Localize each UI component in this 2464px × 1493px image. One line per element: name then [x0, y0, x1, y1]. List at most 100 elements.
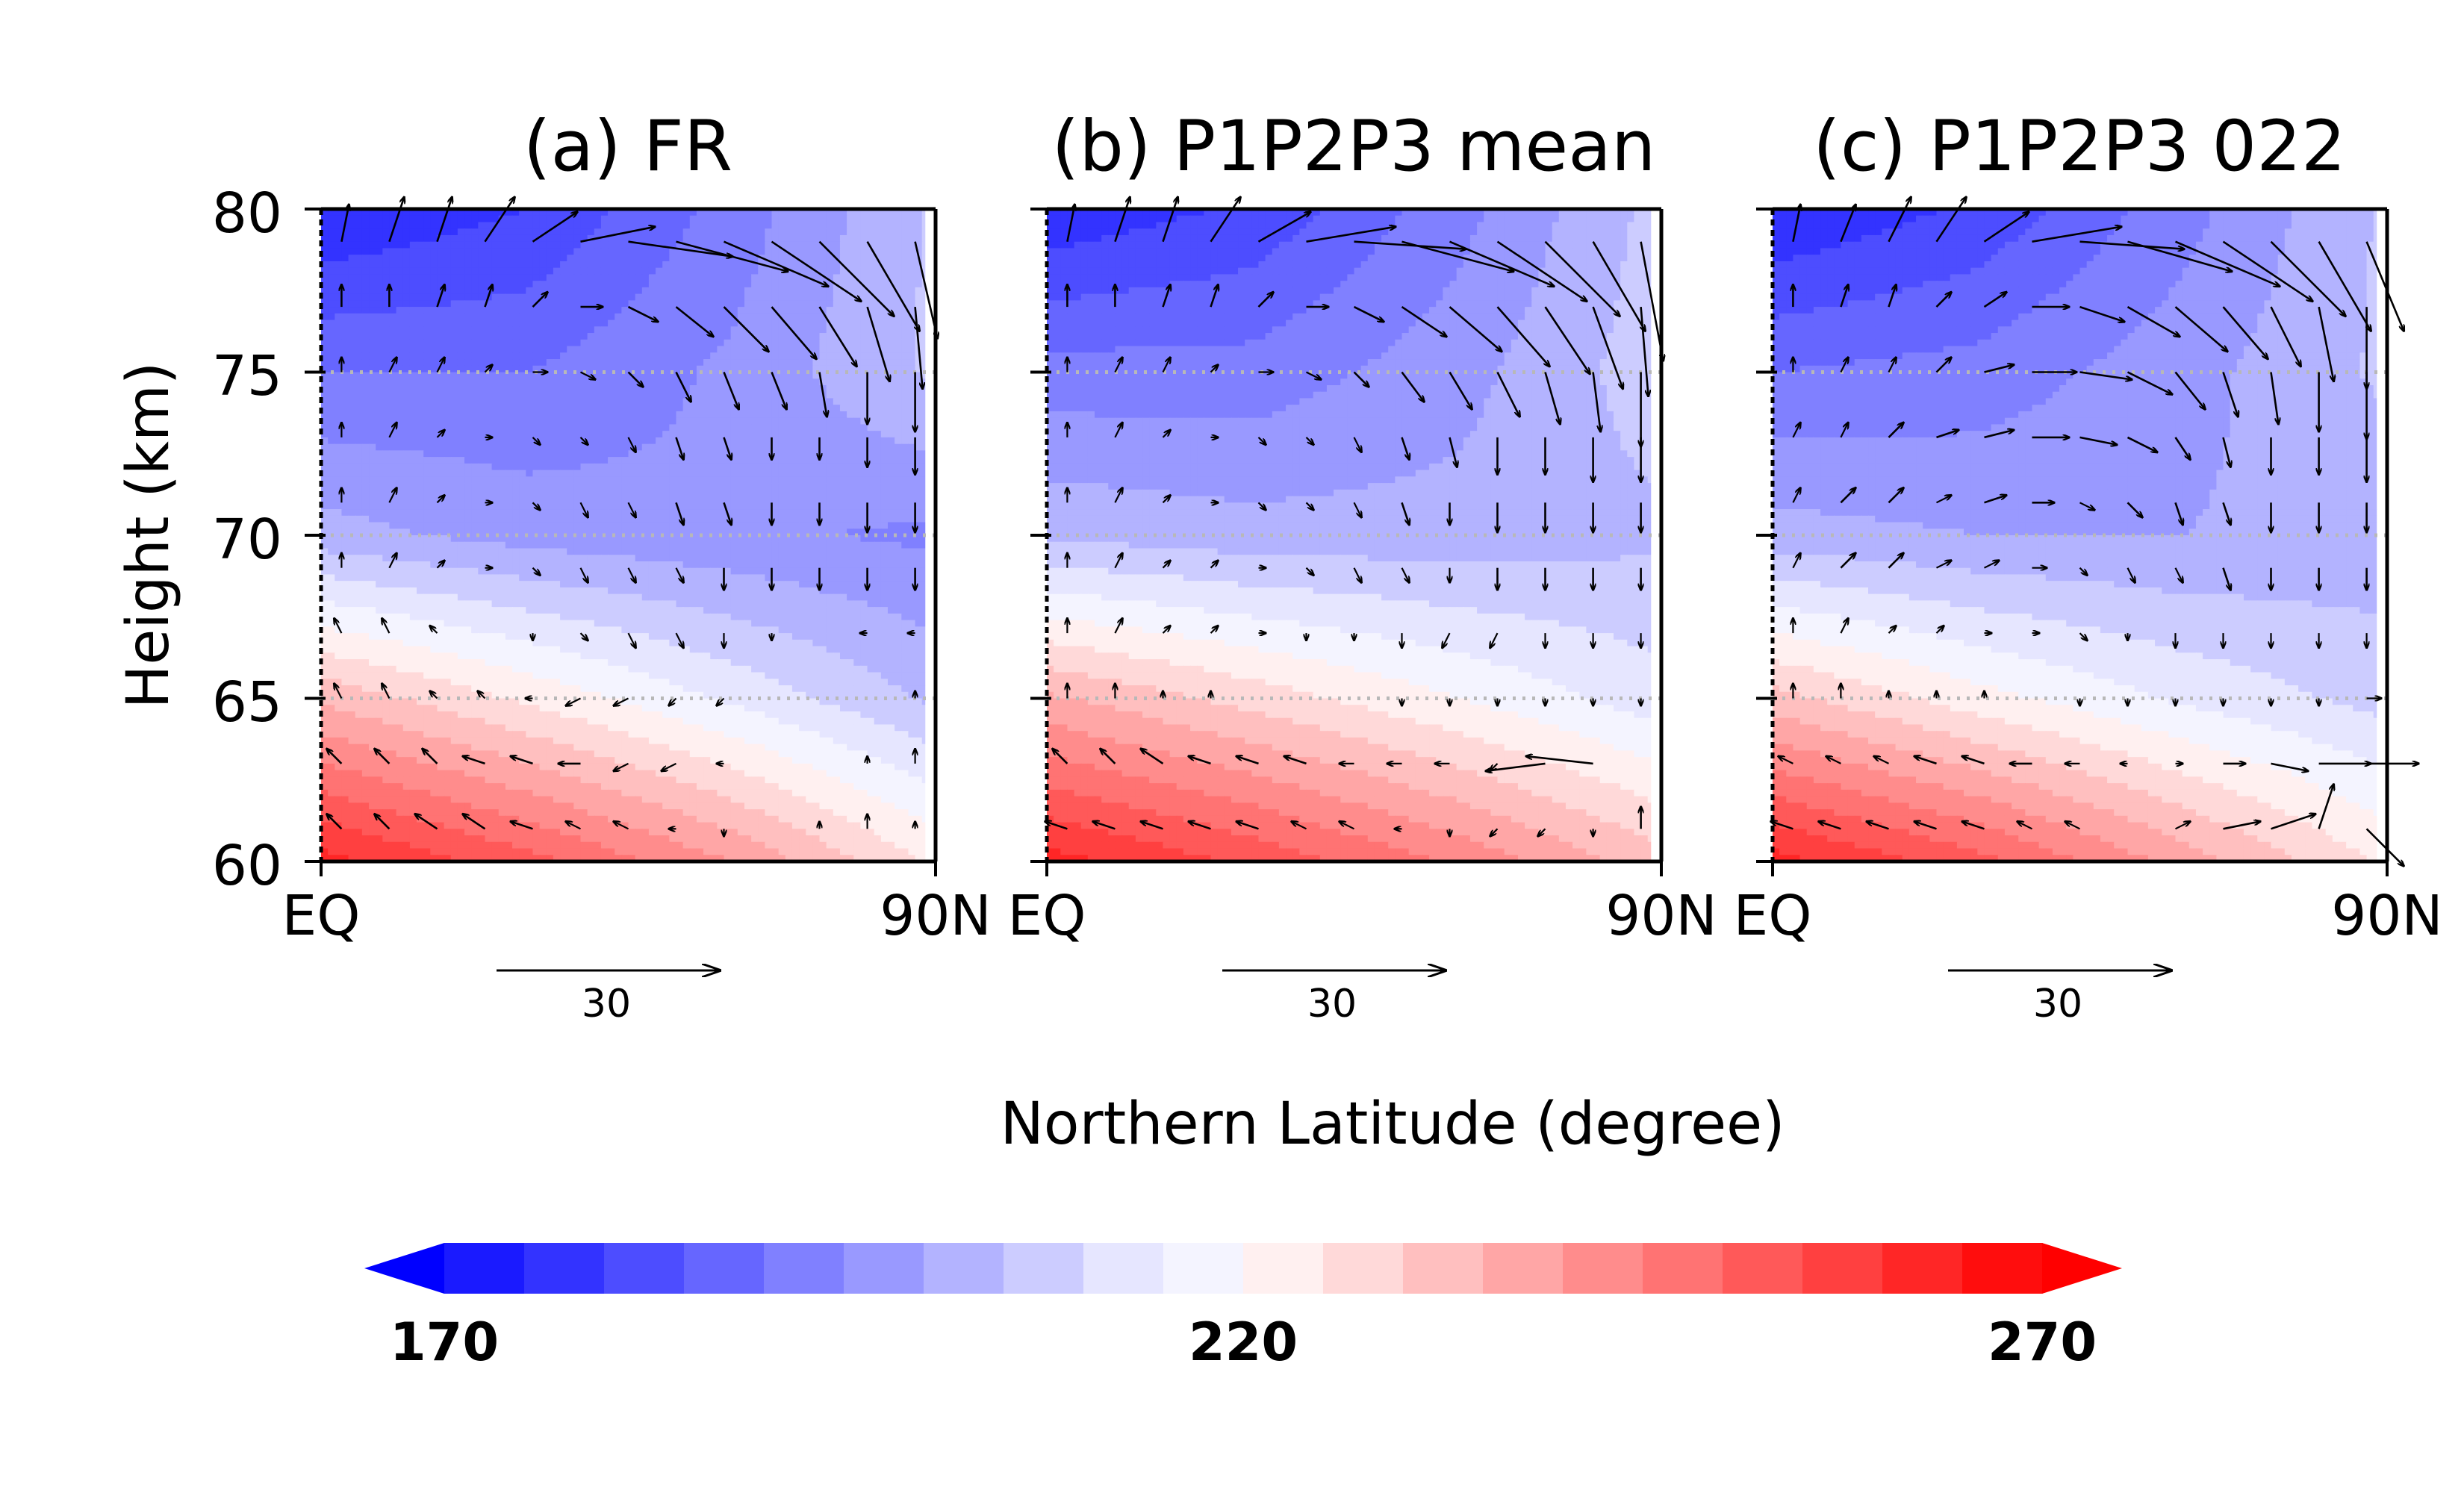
temperature-cell — [785, 509, 793, 517]
temperature-cell — [423, 333, 432, 340]
temperature-cell — [341, 398, 349, 405]
temperature-cell — [328, 222, 336, 230]
temperature-cell — [737, 437, 745, 445]
temperature-cell — [369, 255, 376, 262]
temperature-cell — [860, 287, 868, 295]
temperature-cell — [908, 470, 916, 478]
temperature-cell — [703, 359, 712, 367]
temperature-cell — [580, 522, 588, 530]
temperature-cell — [526, 307, 534, 314]
temperature-cell — [553, 287, 561, 295]
temperature-cell — [744, 209, 752, 216]
temperature-cell — [341, 463, 349, 471]
temperature-cell — [608, 326, 616, 334]
temperature-cell — [600, 267, 609, 275]
temperature-cell — [799, 359, 807, 367]
temperature-cell — [335, 411, 343, 419]
temperature-cell — [751, 555, 759, 562]
temperature-cell — [464, 437, 472, 445]
temperature-cell — [751, 535, 759, 543]
temperature-cell — [444, 267, 452, 275]
temperature-cell — [669, 346, 677, 354]
temperature-cell — [587, 352, 595, 360]
temperature-cell — [791, 437, 800, 445]
temperature-cell — [608, 443, 616, 452]
temperature-cell — [778, 261, 786, 269]
temperature-cell — [361, 541, 370, 549]
temperature-cell — [396, 561, 404, 569]
temperature-cell — [621, 359, 629, 367]
temperature-cell — [389, 431, 397, 438]
temperature-cell — [560, 339, 567, 347]
temperature-cell — [819, 489, 827, 497]
temperature-cell — [608, 234, 616, 243]
temperature-cell — [478, 555, 486, 562]
temperature-cell — [491, 411, 500, 419]
temperature-cell — [791, 470, 800, 478]
temperature-cell — [519, 417, 527, 426]
temperature-cell — [724, 300, 732, 308]
temperature-cell — [737, 417, 745, 426]
temperature-cell — [491, 346, 500, 354]
temperature-cell — [505, 437, 513, 445]
temperature-cell — [915, 384, 923, 393]
temperature-cell — [444, 281, 452, 288]
temperature-cell — [491, 431, 500, 438]
temperature-cell — [430, 267, 438, 275]
temperature-cell — [546, 234, 554, 243]
temperature-cell — [491, 267, 500, 275]
temperature-cell — [328, 313, 336, 321]
temperature-cell — [321, 378, 329, 386]
temperature-cell — [369, 476, 376, 484]
temperature-cell — [703, 261, 712, 269]
temperature-cell — [826, 313, 834, 321]
temperature-cell — [526, 417, 534, 426]
temperature-cell — [628, 307, 636, 314]
temperature-cell — [710, 555, 718, 562]
temperature-cell — [471, 567, 479, 576]
temperature-cell — [560, 267, 567, 275]
temperature-cell — [519, 281, 527, 288]
temperature-cell — [402, 215, 411, 223]
temperature-cell — [382, 424, 391, 431]
temperature-cell — [546, 372, 554, 380]
temperature-cell — [457, 234, 465, 243]
temperature-cell — [587, 209, 595, 216]
temperature-cell — [791, 365, 800, 373]
temperature-cell — [717, 209, 725, 216]
temperature-cell — [491, 365, 500, 373]
temperature-cell — [812, 326, 821, 334]
temperature-cell — [791, 411, 800, 419]
temperature-cell — [341, 541, 349, 549]
temperature-cell — [915, 378, 923, 386]
temperature-cell — [587, 287, 595, 295]
temperature-cell — [648, 365, 656, 373]
temperature-cell — [361, 274, 370, 281]
temperature-cell — [491, 496, 500, 504]
temperature-cell — [867, 267, 875, 275]
temperature-cell — [471, 346, 479, 354]
temperature-cell — [641, 313, 650, 321]
temperature-cell — [560, 320, 567, 328]
temperature-cell — [471, 489, 479, 497]
temperature-cell — [744, 502, 752, 510]
temperature-cell — [887, 267, 895, 275]
temperature-cell — [744, 228, 752, 236]
temperature-cell — [341, 450, 349, 458]
temperature-cell — [641, 352, 650, 360]
temperature-cell — [505, 541, 513, 549]
temperature-cell — [348, 561, 356, 569]
temperature-cell — [423, 496, 432, 504]
temperature-cell — [553, 509, 561, 517]
temperature-cell — [532, 326, 541, 334]
temperature-cell — [819, 320, 827, 328]
temperature-cell — [696, 489, 704, 497]
temperature-cell — [600, 372, 609, 380]
temperature-cell — [512, 222, 520, 230]
temperature-cell — [682, 476, 691, 484]
temperature-cell — [751, 378, 759, 386]
temperature-cell — [389, 535, 397, 543]
temperature-cell — [498, 502, 506, 510]
temperature-cell — [806, 281, 814, 288]
temperature-cell — [580, 281, 588, 288]
